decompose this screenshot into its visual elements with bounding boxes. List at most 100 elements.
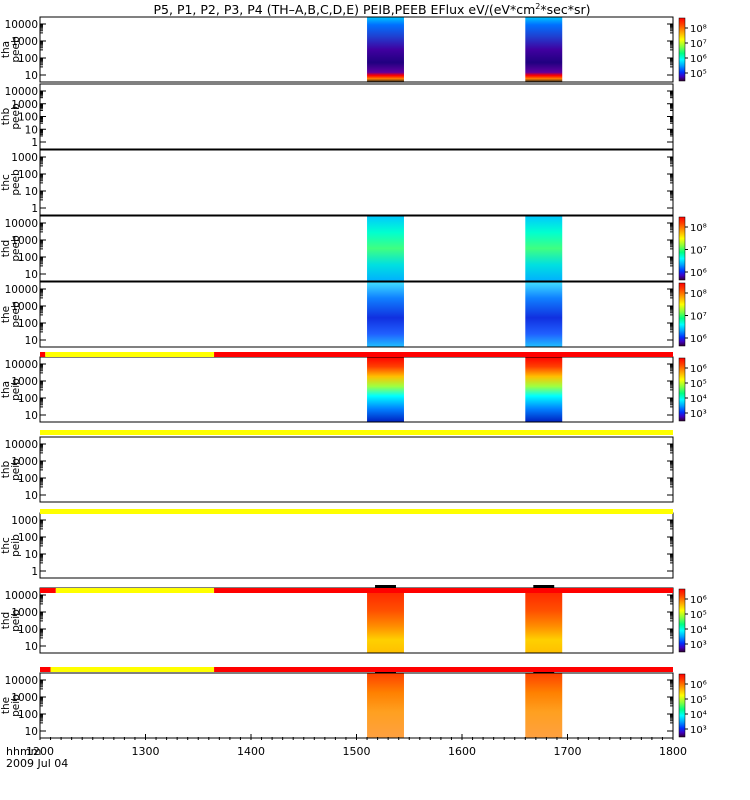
y-tick-label: 1 — [31, 566, 38, 578]
y-tick-label: 10 — [25, 335, 38, 347]
y-tick-label: 10 — [25, 186, 38, 198]
y-tick-label: 100 — [18, 532, 38, 544]
mode-bar-segment — [55, 588, 215, 593]
mode-bar-stack — [40, 352, 673, 672]
y-tick-label: 100 — [18, 53, 38, 65]
panel-frame — [39, 149, 674, 216]
spectrogram-block — [367, 357, 404, 422]
panel-frame — [39, 16, 674, 83]
mode-bar-segment — [214, 352, 673, 357]
panel-frame — [39, 83, 674, 150]
x-tick-label: 1800 — [659, 745, 687, 758]
y-tick-label: 10000 — [5, 19, 38, 31]
colorbar-tick-label: 10⁸ — [690, 289, 707, 300]
panel-probe-label: thb — [0, 107, 12, 125]
spectrogram-block — [525, 357, 563, 422]
mode-bar-segment — [40, 430, 673, 435]
mode-bar-segment — [40, 509, 673, 514]
colorbar-tick-label: 10⁴ — [690, 625, 707, 636]
spectrogram-block — [525, 17, 563, 82]
y-tick-label: 10000 — [5, 359, 38, 371]
panel-frame — [39, 281, 674, 348]
panel-probe-label: thd — [0, 240, 12, 257]
spectrogram-block — [525, 673, 563, 738]
y-tick-label: 10 — [25, 726, 38, 738]
data-cap-mark — [533, 585, 555, 588]
colorbar — [678, 282, 686, 347]
panel-product-label: peeb — [10, 301, 22, 328]
colorbar-tick-label: 10³ — [690, 409, 707, 420]
y-tick-label: 1000 — [11, 235, 38, 247]
colorbar-tick-label: 10⁷ — [690, 246, 707, 257]
y-tick-label: 1000 — [11, 99, 38, 111]
panel-frame — [39, 512, 674, 579]
title-tail: *sec*sr) — [540, 2, 590, 17]
panel-probe-label: the — [0, 306, 12, 323]
panel-product-label: peeb — [10, 169, 22, 196]
y-tick-label: 1000 — [11, 36, 38, 48]
mode-bar-segment — [45, 352, 215, 357]
colorbar-tick-label: 10⁷ — [690, 312, 707, 323]
panel-frame — [39, 587, 674, 654]
colorbar — [678, 357, 686, 422]
y-tick-label: 1000 — [11, 456, 38, 468]
y-tick-label: 10000 — [5, 284, 38, 296]
spectrogram-block — [525, 282, 563, 347]
spectrogram-block — [367, 282, 404, 347]
y-tick-label: 10 — [25, 124, 38, 136]
panel-product-label: peib — [10, 378, 22, 401]
time-axis: 1200 1300 1400 1500 1600 1700 1800 — [26, 734, 687, 758]
mode-bar — [40, 509, 673, 514]
colorbar-tick-label: 10⁶ — [690, 364, 707, 375]
colorbar-tick-label: 10⁵ — [690, 695, 707, 706]
x-tick-label: 1200 — [26, 745, 54, 758]
mode-bar — [40, 588, 673, 593]
colorbar-tick-label: 10⁸ — [690, 24, 707, 35]
panel-frame — [39, 436, 674, 503]
spectrogram-block — [367, 17, 404, 82]
panel-frame — [39, 215, 674, 282]
panel-product-label: peeb — [10, 235, 22, 262]
y-tick-label: 1000 — [11, 301, 38, 313]
spectrogram-block — [525, 216, 563, 281]
panel-probe-label: thc — [0, 174, 12, 191]
y-tick-label: 10 — [25, 70, 38, 82]
mode-bar — [40, 667, 673, 672]
mode-bar-segment — [214, 588, 673, 593]
y-tick-label: 10 — [25, 549, 38, 561]
panel-product-label: peib — [10, 534, 22, 557]
y-tick-label: 10 — [25, 641, 38, 653]
panel-stack: 10000100010010thapeeb10⁸10⁷10⁶10⁵1000010… — [0, 16, 707, 739]
colorbar-tick-label: 10⁴ — [690, 710, 707, 721]
colorbar-tick-label: 10⁵ — [690, 610, 707, 621]
y-tick-label: 10 — [25, 490, 38, 502]
y-tick-label: 10 — [25, 410, 38, 422]
colorbar-tick-label: 10³ — [690, 640, 707, 651]
y-tick-label: 1000 — [11, 515, 38, 527]
x-tick-label: 1700 — [554, 745, 582, 758]
panel-probe-label: the — [0, 697, 12, 714]
colorbar-tick-label: 10⁵ — [690, 69, 707, 80]
mode-bar-segment — [40, 667, 51, 672]
y-tick-label: 1000 — [11, 692, 38, 704]
x-tick-label: 1400 — [237, 745, 265, 758]
colorbar — [678, 17, 686, 82]
y-tick-label: 100 — [18, 169, 38, 181]
x-tick-label: 1300 — [132, 745, 160, 758]
y-tick-label: 1 — [31, 137, 38, 149]
panel-product-label: peib — [10, 694, 22, 717]
panel-probe-label: thc — [0, 537, 12, 554]
y-tick-label: 10000 — [5, 675, 38, 687]
colorbar-tick-label: 10⁶ — [690, 334, 707, 345]
mode-bar — [40, 352, 673, 357]
panel-frame — [39, 356, 674, 423]
spectrogram-block — [525, 588, 563, 653]
mode-bar-segment — [40, 352, 46, 357]
y-tick-label: 100 — [18, 624, 38, 636]
